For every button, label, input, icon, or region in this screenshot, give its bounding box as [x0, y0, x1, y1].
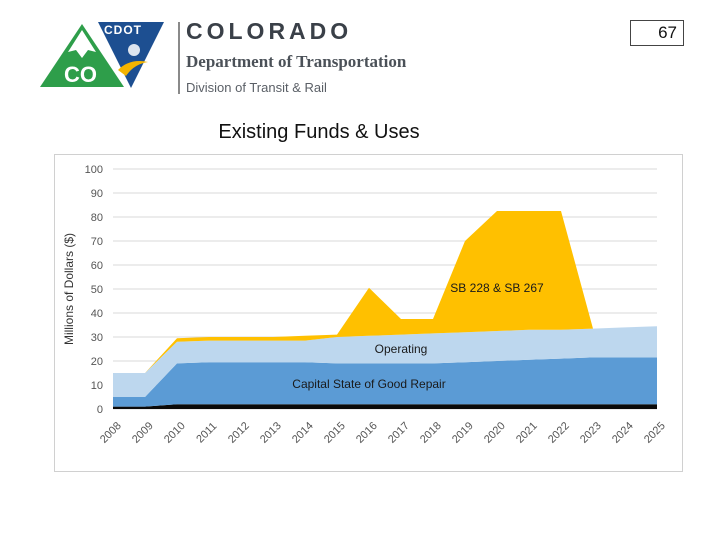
x-tick-label: 2016: [354, 420, 380, 446]
y-tick-label: 60: [91, 260, 103, 272]
x-tick-label: 2020: [482, 420, 508, 446]
x-tick-label: 2015: [322, 420, 348, 446]
area-layer: [113, 211, 657, 409]
y-tick-label: 30: [91, 332, 103, 344]
series-area-sb: [113, 211, 657, 373]
logo-road-icon: [118, 61, 148, 76]
x-tick-label: 2025: [642, 420, 668, 446]
page-number: 67: [630, 20, 684, 46]
y-tick-label: 90: [91, 188, 103, 200]
y-tick-label: 70: [91, 236, 103, 248]
chart-frame: 0 10 20 30 40 50 60 70 80 90 100 2008 2009 2010 2011 20…: [54, 154, 683, 472]
logo-sun-icon: [128, 44, 140, 56]
x-tick-label: 2017: [386, 420, 412, 446]
label-layer: SB 228 & SB 267 Operating Capital State of…: [292, 281, 544, 391]
x-tick-label: 2012: [226, 420, 252, 446]
header-divider: [178, 22, 180, 94]
logo-state-text: CO: [64, 62, 97, 87]
series-area-capital: [113, 357, 657, 407]
series-label-sb: SB 228 & SB 267: [450, 281, 544, 295]
y-tick-label: 40: [91, 308, 103, 320]
org-department: Department of Transportation: [186, 52, 407, 71]
y-tick-label: 10: [91, 380, 103, 392]
x-tick-label: 2022: [546, 420, 572, 446]
funds-uses-area-chart: 0 10 20 30 40 50 60 70 80 90 100 2008 2009 2010 2011 20…: [62, 164, 668, 446]
x-tick-label: 2018: [418, 420, 444, 446]
x-tick-label: 2014: [290, 420, 316, 446]
x-tick-label: 2024: [610, 420, 636, 446]
y-tick-label: 0: [97, 404, 103, 416]
series-area-base: [113, 404, 657, 409]
y-tick-label: 80: [91, 212, 103, 224]
logo-badge-text: CDOT: [104, 23, 142, 37]
x-tick-label: 2013: [258, 420, 284, 446]
logo-mountain-icon: [68, 30, 96, 58]
y-tick-label: 50: [91, 284, 103, 296]
x-tick-label: 2009: [130, 420, 156, 446]
x-tick-label: 2019: [450, 420, 476, 446]
org-title: COLORADO: [186, 18, 353, 44]
y-tick-label: 100: [85, 164, 103, 176]
series-area-operating: [113, 326, 657, 397]
x-tick-label: 2011: [194, 420, 219, 445]
x-tick-label: 2010: [162, 420, 188, 446]
x-tick-label: 2008: [98, 420, 124, 446]
series-label-capital: Capital State of Good Repair: [292, 377, 445, 391]
x-tick-label: 2021: [514, 420, 540, 446]
cdot-logo: CO: [40, 22, 164, 88]
y-axis-title: Millions of Dollars ($): [62, 233, 76, 345]
org-division: Division of Transit & Rail: [186, 80, 327, 95]
y-tick-label: 20: [91, 356, 103, 368]
x-tick-label: 2023: [578, 420, 604, 446]
slide-title: Existing Funds & Uses: [218, 121, 420, 143]
series-label-operating: Operating: [375, 342, 428, 356]
